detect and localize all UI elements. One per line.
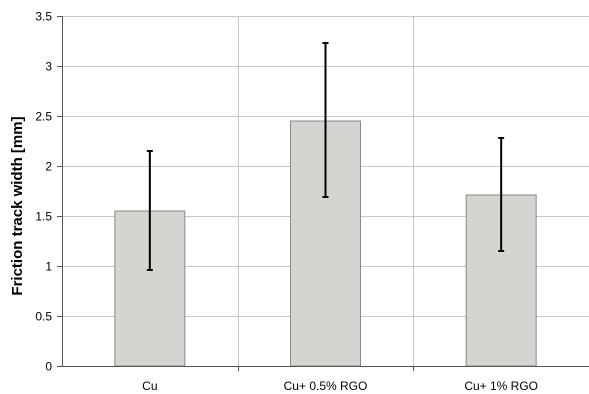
x-category-label-2: Cu+ 1% RGO	[464, 379, 538, 393]
y-tick-label-7: 3.5	[35, 10, 52, 24]
tick-labels: 0 0.5 1 1.5 2 2.5 3 3.5 Cu Cu+ 0.5% RGO Cu+ 1% RGO	[35, 10, 538, 394]
y-tick-label-6: 3	[45, 60, 52, 74]
y-tick-label-0: 0	[45, 360, 52, 374]
y-axis-title: Friction track width [mm]	[9, 116, 26, 295]
x-category-label-1: Cu+ 0.5% RGO	[284, 379, 368, 393]
x-category-label-0: Cu	[142, 379, 157, 393]
y-tick-label-4: 2	[45, 160, 52, 174]
y-tick-label-5: 2.5	[35, 110, 52, 124]
axes	[57, 16, 589, 371]
y-tick-label-2: 1	[45, 260, 52, 274]
y-tick-label-1: 0.5	[35, 310, 52, 324]
error-bars	[146, 42, 505, 271]
y-tick-label-3: 1.5	[35, 210, 52, 224]
